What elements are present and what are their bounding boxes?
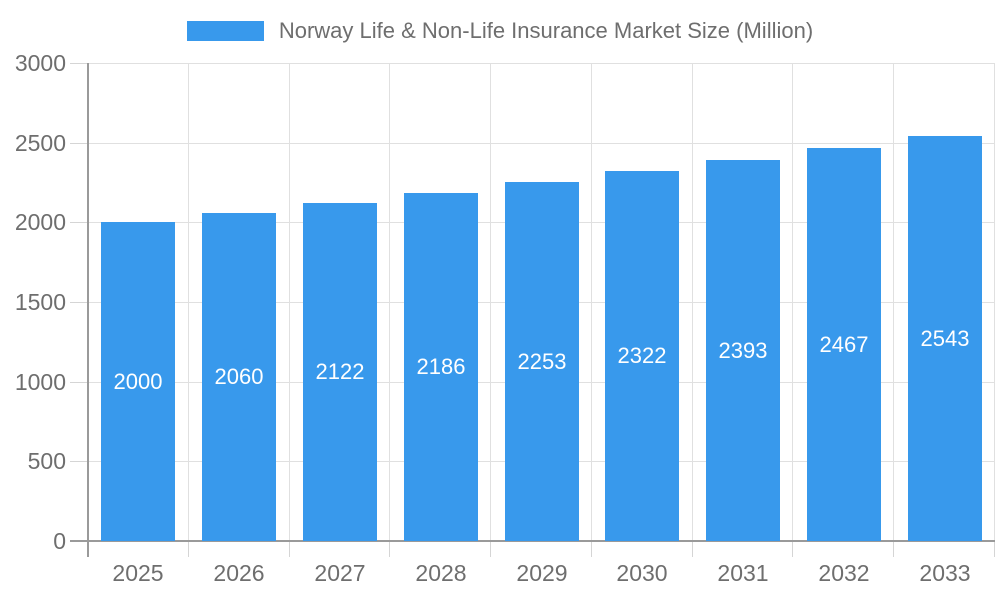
bar-value-label: 2000 — [113, 368, 163, 394]
x-axis-labels: 2025 2026 2027 2028 2029 2030 2031 2032 2033 — [88, 541, 995, 596]
gridline-vertical — [792, 63, 793, 541]
y-axis-tick-label: 2000 — [14, 209, 66, 235]
y-axis-tick — [70, 461, 88, 462]
y-axis-line — [87, 63, 89, 557]
bar[interactable]: 2393 — [706, 160, 780, 541]
x-axis-tick — [188, 541, 189, 557]
gridline-vertical — [389, 63, 390, 541]
bar[interactable]: 2000 — [101, 222, 175, 541]
bar-value-label: 2322 — [617, 343, 667, 368]
gridline-vertical — [893, 63, 894, 541]
y-axis-tick-label: 3000 — [14, 50, 66, 76]
bar-value-label: 2186 — [416, 354, 466, 379]
gridline-vertical — [188, 63, 189, 541]
bar-value-label: 2393 — [718, 337, 768, 363]
bar-value-label: 2060 — [214, 364, 264, 389]
y-axis-tick — [70, 143, 88, 144]
bar[interactable]: 2467 — [807, 148, 881, 541]
bar[interactable]: 2186 — [404, 193, 478, 541]
y-axis-tick — [70, 302, 88, 303]
x-axis-tick — [389, 541, 390, 557]
x-axis-tick-label: 2027 — [314, 560, 366, 586]
y-axis-tick — [70, 222, 88, 223]
y-axis-tick-label: 0 — [53, 528, 66, 554]
x-axis-tick-label: 2033 — [919, 560, 971, 586]
x-axis-tick-label: 2032 — [818, 560, 870, 586]
bar[interactable]: 2253 — [505, 182, 579, 541]
bar-value-label: 2253 — [517, 348, 567, 374]
bar-value-label: 2467 — [819, 331, 869, 357]
plot-area: 2000 2060 2122 2186 2253 2322 2393 2467 2543 — [70, 63, 995, 557]
y-axis-tick-label: 500 — [27, 448, 66, 474]
x-axis-tick — [289, 541, 290, 557]
x-axis-tick — [792, 541, 793, 557]
y-axis-tick — [70, 382, 88, 383]
gridline-vertical — [490, 63, 491, 541]
x-axis-tick-label: 2029 — [516, 560, 568, 586]
x-axis-tick-label: 2031 — [717, 560, 769, 586]
x-axis-tick-label: 2030 — [616, 560, 668, 586]
gridline-horizontal — [88, 143, 995, 144]
x-axis-tick — [692, 541, 693, 557]
bar[interactable]: 2122 — [303, 203, 377, 541]
gridline-vertical — [692, 63, 693, 541]
y-axis-tick — [70, 63, 88, 64]
x-axis-tick — [490, 541, 491, 557]
x-axis-tick-label: 2025 — [112, 560, 164, 586]
y-axis-tick-label: 2500 — [14, 130, 66, 156]
x-axis-tick — [591, 541, 592, 557]
bar-value-label: 2122 — [315, 359, 365, 384]
bar[interactable]: 2060 — [202, 213, 276, 541]
legend-item[interactable]: Norway Life & Non-Life Insurance Market … — [0, 5, 1000, 57]
bar[interactable]: 2322 — [605, 171, 679, 541]
x-axis-line — [70, 540, 995, 542]
y-axis-tick-label: 1000 — [14, 369, 66, 395]
bar[interactable]: 2543 — [908, 136, 982, 541]
y-axis-tick-label: 1500 — [14, 289, 66, 315]
gridline-vertical — [591, 63, 592, 541]
gridline-vertical — [994, 63, 995, 541]
gridline-vertical — [289, 63, 290, 541]
x-axis-tick-label: 2028 — [415, 560, 467, 586]
x-axis-tick-label: 2026 — [213, 560, 265, 586]
bar-value-label: 2543 — [920, 325, 970, 351]
x-axis-tick — [893, 541, 894, 557]
legend-label: Norway Life & Non-Life Insurance Market … — [278, 18, 814, 43]
y-axis-labels: 0 500 1000 1500 2000 2500 3000 — [0, 50, 66, 554]
gridline-horizontal — [88, 63, 995, 64]
legend-swatch — [186, 21, 264, 41]
x-axis-tick — [994, 541, 995, 557]
